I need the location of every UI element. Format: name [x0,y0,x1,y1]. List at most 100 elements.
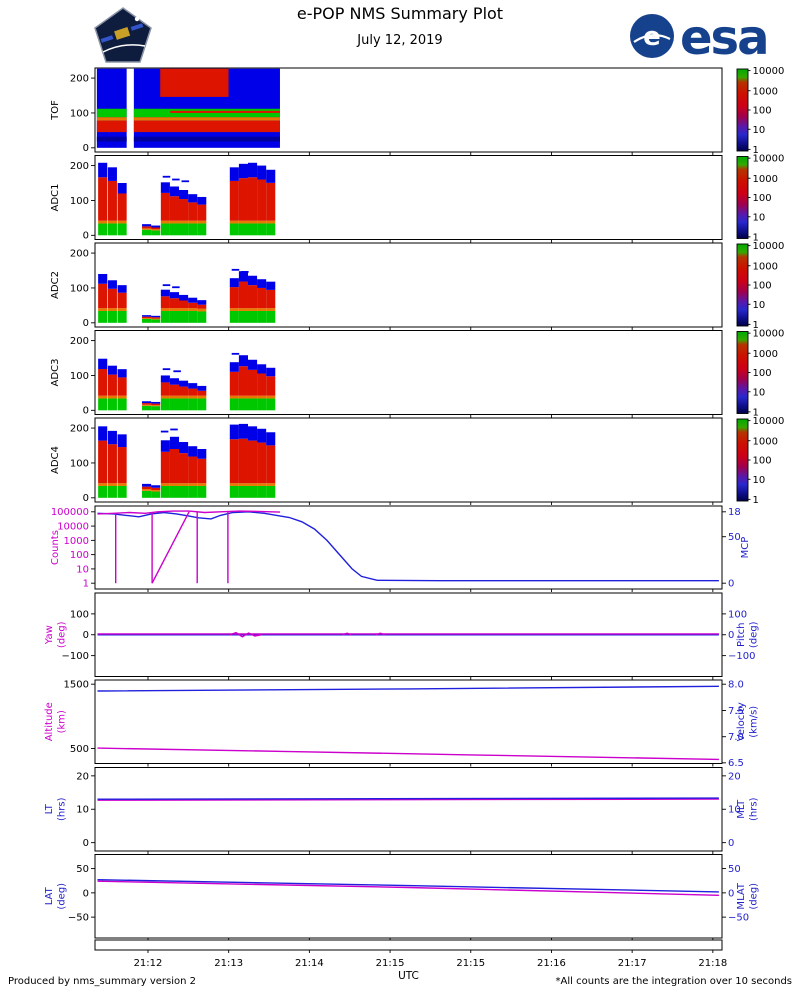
spec-bar-seg [266,281,276,290]
spec-bar-seg [117,285,127,293]
series-yaw [229,631,262,638]
spec-bar-seg [188,220,198,224]
y-tick-label-right: 20 [728,771,741,782]
satellite-solar-panel-right [130,23,144,31]
spec-bar-seg [257,310,267,323]
colorbar-label: 10 [753,387,766,398]
spec-bar-seg [169,186,180,197]
spec-bar-seg [160,182,170,193]
spec-bar-seg [179,395,189,399]
colorbar-label: 100 [753,456,772,467]
spec-bar-seg [247,359,258,370]
axis-label-left: (hrs) [57,797,68,821]
y-tick-label-right: 8.0 [728,680,744,691]
y-tick-label: 0 [83,493,89,504]
series-velocity [97,685,719,692]
spec-block [96,68,127,148]
y-tick-label: 0 [83,318,89,329]
panel-bg [95,506,722,589]
x-tick-label: 21:15 [456,958,485,969]
spec-bar-seg [247,285,258,309]
spec-bar-seg [151,230,161,236]
spec-bar-seg [169,395,180,399]
spec-bar-seg [257,279,267,288]
spec-bar-seg [229,223,239,236]
spec-bar-seg [142,403,152,405]
spec-bar-seg [107,310,117,323]
spec-bar-seg [229,220,239,224]
y-tick-label: 200 [70,248,89,259]
spec-bar-seg [98,485,108,498]
spec-bar-seg [247,369,258,396]
spec-bar-seg [151,491,161,498]
spec-bar-seg [247,275,258,286]
spec-bar-seg [169,485,180,498]
colorbar-label: 10000 [753,241,785,252]
spec-bar-seg [142,229,152,236]
axis-label-right: Velocity [736,702,747,741]
spec-bar-seg [179,308,189,311]
y-tick-label-right: −100 [728,651,755,662]
axis-label-left: (deg) [57,621,68,648]
spec-bar-seg [169,448,180,484]
x-tick-label: 21:14 [295,958,324,969]
y-tick-label: −50 [68,913,89,924]
spec-bar-seg [117,310,127,323]
y-tick-label: 50 [76,864,89,875]
spec-bar-seg [188,308,198,311]
spec-bar-seg [98,162,108,178]
axis-label-left: Counts [50,530,61,565]
axis-label-right: (km/s) [749,706,760,738]
y-tick-label: 0 [83,143,89,154]
spec-bar-seg [247,220,258,224]
spec-bar-seg [247,483,258,486]
series-counts [97,510,281,515]
spec-bar-seg [257,308,267,311]
spec-bar-seg [142,318,152,319]
colorbar-label: 1 [753,407,759,418]
panel-frame [94,242,723,328]
spec-bar-seg [229,180,239,221]
spec-bar-seg [179,386,189,396]
spec-block [160,68,229,97]
spec-bar-seg [247,426,258,441]
spec-bar-seg [107,223,117,236]
colorbar-label: 1 [753,320,759,331]
spec-bar-seg [229,310,239,323]
spec-bar-seg [238,163,248,179]
spec-bar-seg [188,395,198,399]
plot-date: July 12, 2019 [357,33,443,48]
spec-bar-seg [257,364,267,374]
spec-bar-seg [142,318,152,323]
spec-bar-seg [266,432,276,446]
series-yaw [342,632,352,636]
spec-bar-seg [257,428,267,443]
y-tick-label-right: 7.0 [728,732,744,743]
y-tick-label: 100000 [51,507,89,518]
spec-bar-seg [169,398,180,411]
spec-bar-seg [238,483,248,486]
spec-bar-seg [160,483,170,486]
spec-bar-seg [98,440,108,484]
spec-bar-seg [98,483,108,486]
colorbar [736,243,749,327]
spec-bar-seg [142,405,152,411]
panel-time-axis: 21:12 21:13 21:14 21:15 21:15 21:16 21:17 21:18 [94,939,727,969]
spec-bar-seg [160,440,170,452]
series-lat [97,879,719,893]
colorbar-label: 1000 [753,349,778,360]
spec-bar-seg [98,398,108,411]
epop-badge-graphic [94,7,152,63]
colorbar-label: 100 [753,281,772,292]
spec-bar-seg [117,447,127,484]
axis-label-right: MCP [740,537,751,559]
y-tick-label-right: 0 [728,888,734,899]
spec-bar-seg [160,220,170,224]
axis-label-left: TOF [50,100,61,121]
axis-label-right: Pitch [736,623,747,647]
spec-block [133,117,280,121]
spec-bar-seg [238,310,248,323]
spec-bar-seg [142,226,152,229]
